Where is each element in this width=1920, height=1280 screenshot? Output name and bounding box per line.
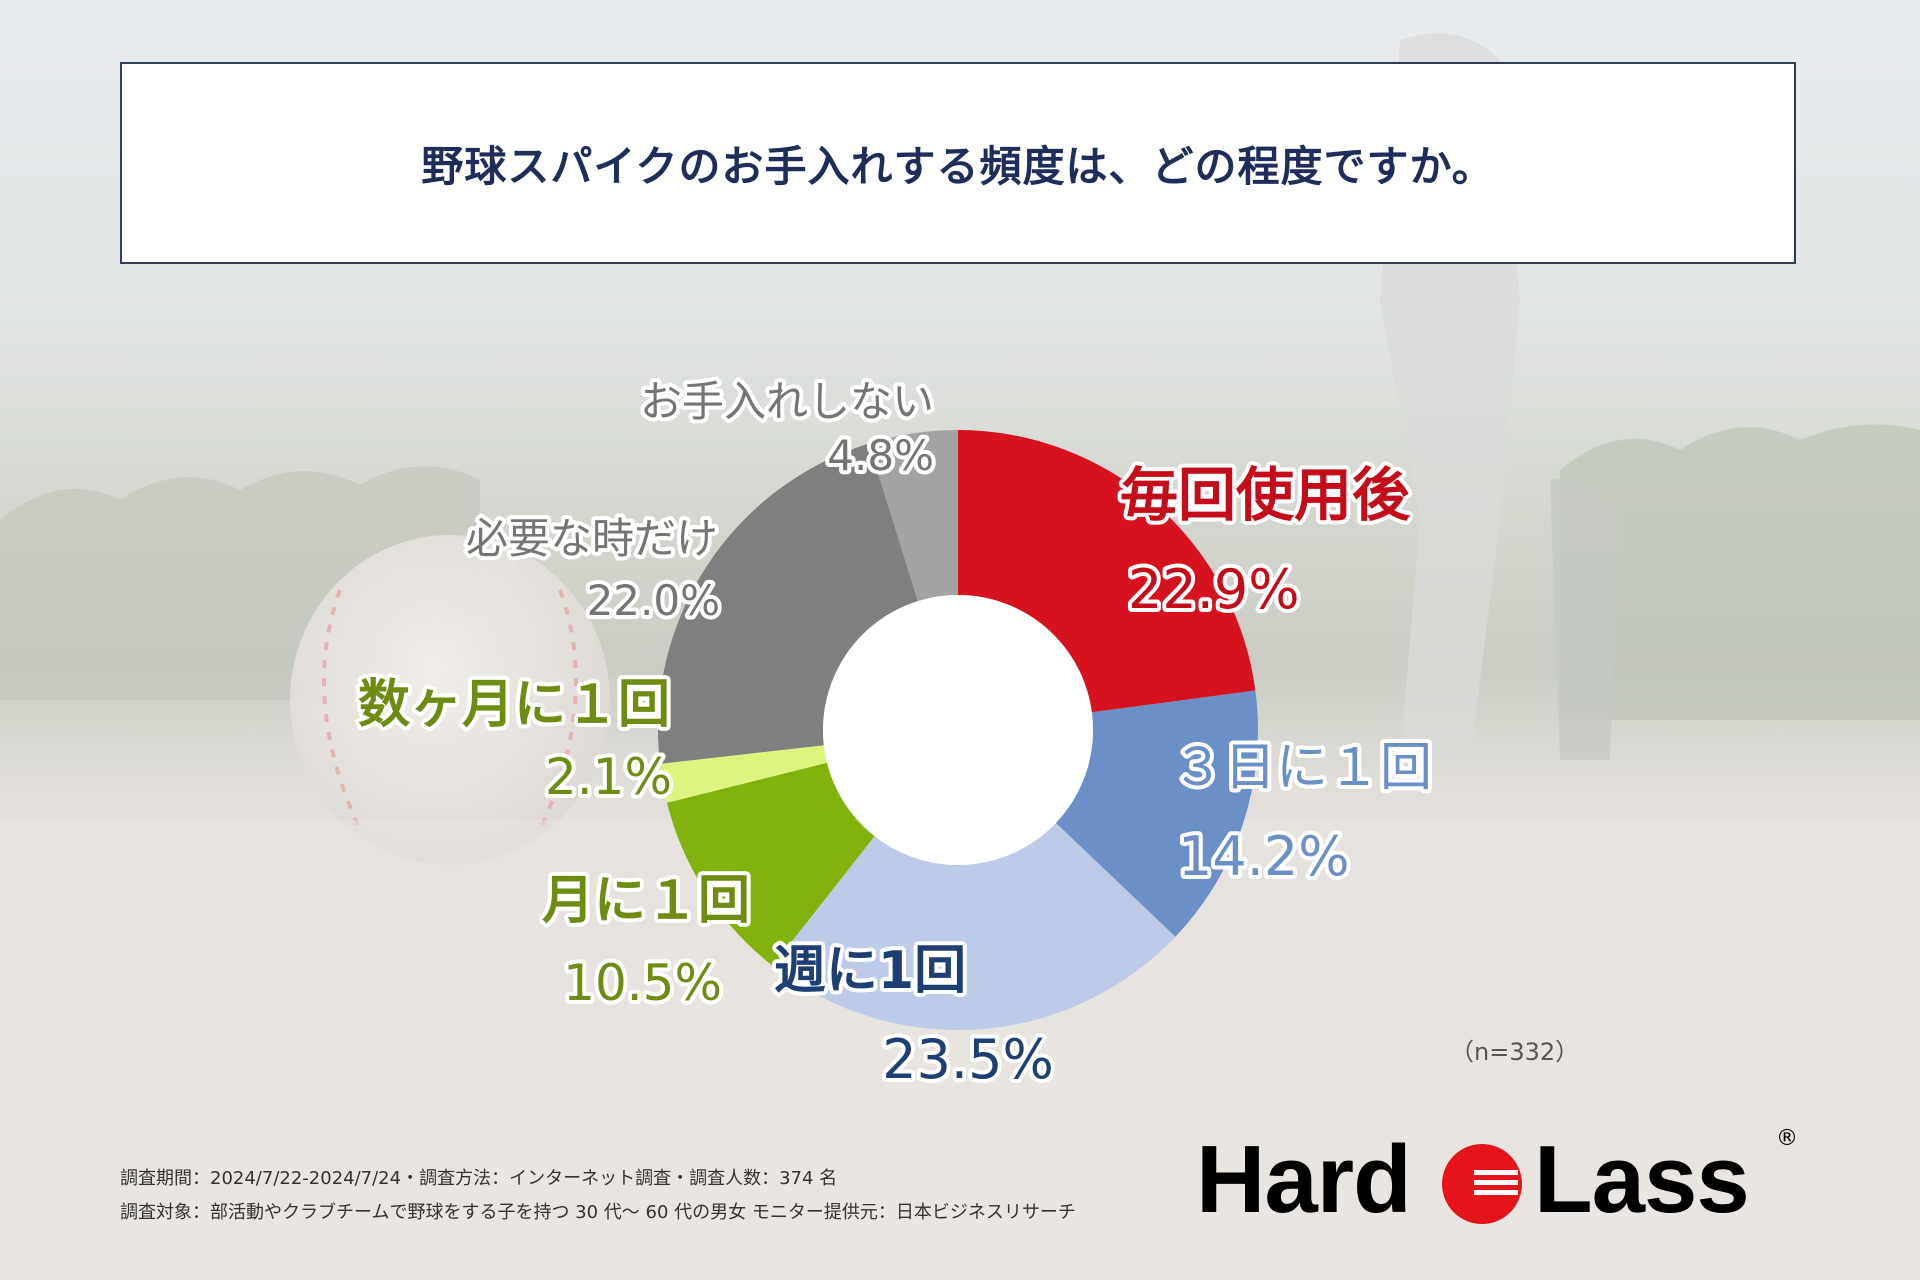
slice-value-label: 4.8%: [827, 431, 934, 480]
title-box: 野球スパイクのお手入れする頻度は、どの程度ですか。: [120, 62, 1796, 264]
sample-size-label: （n=332）: [1450, 1038, 1580, 1066]
slice-label: ３日に１回: [1172, 738, 1432, 798]
logo-text-hard: Hard: [1196, 1126, 1412, 1233]
slice-label: 必要な時だけ: [466, 514, 718, 563]
pie-slice: [958, 430, 1256, 713]
logo-text-lass: Lass: [1534, 1126, 1750, 1233]
registered-mark: ®: [1776, 1126, 1798, 1151]
slice-value-label: 2.1%: [545, 748, 672, 806]
pie-slice: [1055, 690, 1259, 937]
slice-label: 数ヶ月に１回: [358, 675, 670, 735]
pie-slice: [659, 745, 828, 803]
slice-label: お手入れしない: [640, 377, 934, 426]
slice-value-label: 14.2%: [1178, 825, 1350, 888]
chart-title: 野球スパイクのお手入れする頻度は、どの程度ですか。: [421, 141, 1495, 191]
slice-label: 週に1回: [774, 941, 966, 1001]
slice-value-label: 10.5%: [563, 954, 722, 1012]
hardlass-logo: Hard Lass ®: [1196, 1126, 1798, 1233]
pie-slice: [666, 762, 875, 966]
logo-circle-icon: [1442, 1144, 1522, 1224]
slice-value-label: 22.0%: [587, 576, 720, 625]
survey-target-note: 調査対象：部活動やクラブチームで野球をする子を持つ 30 代〜 60 代の男女 …: [120, 1202, 1076, 1223]
pie-slice: [868, 430, 958, 602]
pie-slice: [772, 823, 1176, 1030]
slice-value-label: 23.5%: [882, 1028, 1054, 1091]
slice-value-label: 22.9%: [1128, 558, 1300, 621]
survey-period-note: 調査期間：2024/7/22-2024/7/24・調査方法：インターネット調査・…: [120, 1168, 838, 1189]
slice-label: 月に１回: [542, 871, 750, 931]
donut-hole: [823, 595, 1093, 865]
pie-slice: [658, 443, 918, 764]
slice-label: 毎回使用後: [1120, 461, 1411, 529]
